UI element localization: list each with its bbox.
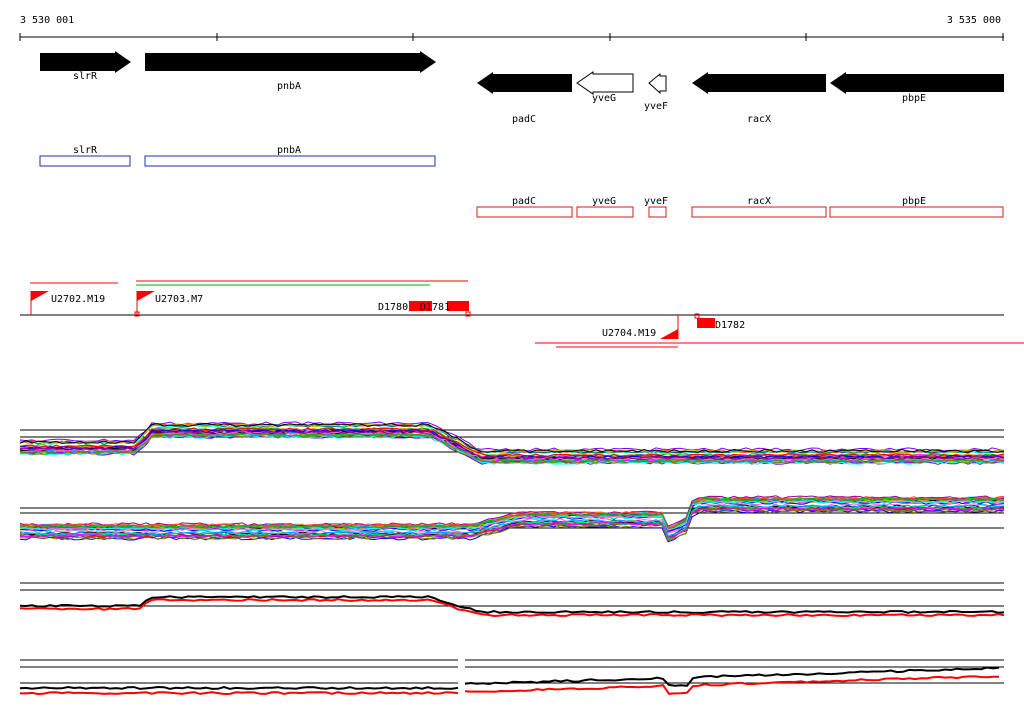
annotation-box-racX[interactable] bbox=[691, 206, 827, 218]
gene-arrow-racX[interactable] bbox=[692, 72, 826, 94]
feature-U2704-M19[interactable]: U2704.M19 bbox=[602, 315, 679, 339]
expression-trace bbox=[464, 666, 1000, 687]
gene-label-slrR: slrR bbox=[73, 71, 98, 82]
gene-arrow-pbpE[interactable] bbox=[830, 72, 1004, 94]
gene-arrow-yveG[interactable] bbox=[576, 71, 634, 95]
feature-U2703-M7[interactable]: U2703.M7 bbox=[134, 291, 203, 317]
expression-trace bbox=[19, 429, 1005, 460]
feature-D1781[interactable]: D1781 bbox=[420, 301, 471, 317]
gene-label-racX: racX bbox=[747, 114, 771, 125]
feature-marker bbox=[694, 313, 700, 319]
expression-trace bbox=[19, 423, 1005, 454]
feature-marker bbox=[465, 311, 471, 317]
expression-panel-forward-summary bbox=[19, 582, 1005, 618]
forward-annotation-track: slrR pnbA bbox=[39, 145, 436, 167]
expression-trace bbox=[19, 434, 1005, 465]
gene-label-pbpE: pbpE bbox=[902, 93, 926, 104]
expression-trace bbox=[19, 422, 1005, 453]
expression-trace bbox=[19, 424, 1005, 455]
gene-track: slrR pnbA padC yveG yveF racX pbpE bbox=[40, 51, 1004, 125]
annotation-label-pbpE: pbpE bbox=[902, 196, 926, 207]
feature-label-D1781: D1781 bbox=[420, 302, 450, 313]
flag-icon bbox=[660, 329, 678, 339]
gene-label-pnbA: pnbA bbox=[277, 81, 301, 92]
flag-icon bbox=[31, 291, 49, 301]
annotation-label-slrR: slrR bbox=[73, 145, 98, 156]
expression-panel-reverse-all bbox=[19, 495, 1005, 543]
feature-label-U2702-M19: U2702.M19 bbox=[51, 294, 105, 305]
feature-block bbox=[697, 318, 715, 328]
gene-arrow-pnbA[interactable] bbox=[145, 51, 436, 73]
expression-trace bbox=[464, 675, 1000, 695]
feature-label-D1782: D1782 bbox=[715, 320, 745, 331]
expression-trace bbox=[19, 506, 1005, 538]
annotation-box-padC[interactable] bbox=[476, 206, 573, 218]
gene-label-padC: padC bbox=[512, 114, 536, 125]
expression-trace bbox=[19, 595, 1005, 614]
gene-arrow-slrR[interactable] bbox=[40, 51, 131, 73]
feature-D1782[interactable]: D1782 bbox=[694, 313, 745, 331]
feature-label-U2704-M19: U2704.M19 bbox=[602, 328, 656, 339]
feature-D1780[interactable]: D1780 bbox=[378, 301, 432, 313]
feature-label-D1780: D1780 bbox=[378, 302, 408, 313]
expression-trace bbox=[19, 500, 1005, 532]
feature-block bbox=[409, 301, 432, 311]
annotation-label-padC: padC bbox=[512, 196, 536, 207]
gene-label-yveG: yveG bbox=[592, 93, 616, 104]
reverse-annotation-track: padC yveG yveF racX pbpE bbox=[476, 196, 1004, 218]
expression-trace bbox=[20, 691, 459, 696]
gene-arrow-yveF[interactable] bbox=[648, 72, 667, 95]
annotation-label-pnbA: pnbA bbox=[277, 145, 301, 156]
expression-trace bbox=[19, 598, 1005, 618]
feature-marker bbox=[134, 311, 140, 317]
feature-block bbox=[447, 301, 469, 311]
expression-trace bbox=[19, 497, 1005, 529]
ruler-end-label: 3 535 000 bbox=[947, 15, 1001, 26]
expression-trace bbox=[19, 685, 459, 690]
expression-trace bbox=[19, 495, 1005, 527]
annotation-box-slrR[interactable] bbox=[39, 155, 131, 167]
annotation-label-yveG: yveG bbox=[592, 196, 616, 207]
annotation-label-yveF: yveF bbox=[644, 196, 668, 207]
annotation-box-pnbA[interactable] bbox=[144, 155, 436, 167]
feature-label-U2703-M7: U2703.M7 bbox=[155, 294, 203, 305]
gene-label-yveF: yveF bbox=[644, 101, 668, 112]
expression-trace bbox=[19, 504, 1004, 538]
expression-panel-reverse-summary bbox=[19, 659, 1004, 696]
feature-U2702-M19[interactable]: U2702.M19 bbox=[30, 291, 105, 315]
annotation-box-pbpE[interactable] bbox=[829, 206, 1004, 218]
gene-arrow-padC[interactable] bbox=[477, 72, 572, 94]
annotation-box-yveG[interactable] bbox=[576, 206, 634, 218]
feature-track: U2702.M19 U2703.M7 D1780 D1781 U2704.M19… bbox=[20, 280, 1024, 348]
ruler-start-label: 3 530 001 bbox=[20, 15, 74, 26]
coordinate-ruler: 3 530 001 3 535 000 bbox=[19, 15, 1004, 41]
expression-trace bbox=[19, 433, 1005, 464]
annotation-box-yveF[interactable] bbox=[648, 206, 667, 218]
expression-panel-forward-all bbox=[19, 421, 1005, 465]
flag-icon bbox=[137, 291, 155, 301]
annotation-label-racX: racX bbox=[747, 196, 771, 207]
